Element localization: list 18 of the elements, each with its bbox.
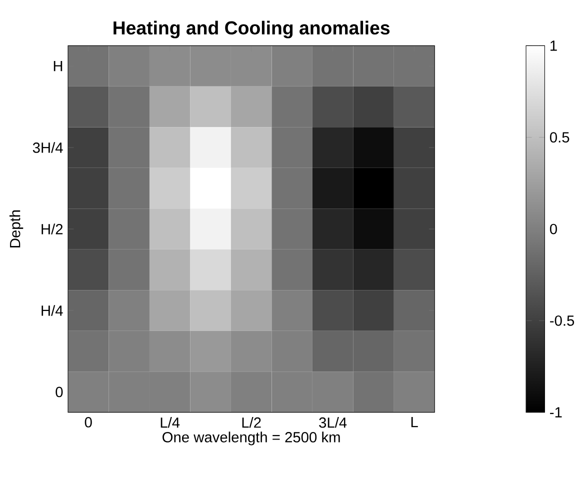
color-bar-label: 0 <box>550 224 557 234</box>
color-bar-label: 0.5 <box>550 132 570 143</box>
y-tick-label: 0 <box>56 386 63 398</box>
x-tick-label: 0 <box>84 417 92 428</box>
x-tick-label: L/4 <box>160 417 180 428</box>
x-axis-title: One wavelength = 2500 km <box>162 432 340 446</box>
color-bar-label: 1 <box>550 40 557 51</box>
x-tick-label: 3L/4 <box>319 417 347 428</box>
x-tick-label: L/2 <box>242 417 261 428</box>
x-tick-label: L <box>411 417 418 428</box>
color-bar-label: -0.5 <box>550 315 574 326</box>
color-bar-label: -1 <box>550 407 562 418</box>
chart-title: Heating and Cooling anomalies <box>114 20 390 38</box>
y-tick-label: 3H/4 <box>32 142 63 153</box>
y-tick-label: H/4 <box>42 305 63 316</box>
y-axis-title: Depth <box>9 210 24 248</box>
y-tick-label: H/2 <box>42 224 63 234</box>
y-tick-label: H <box>54 61 62 72</box>
